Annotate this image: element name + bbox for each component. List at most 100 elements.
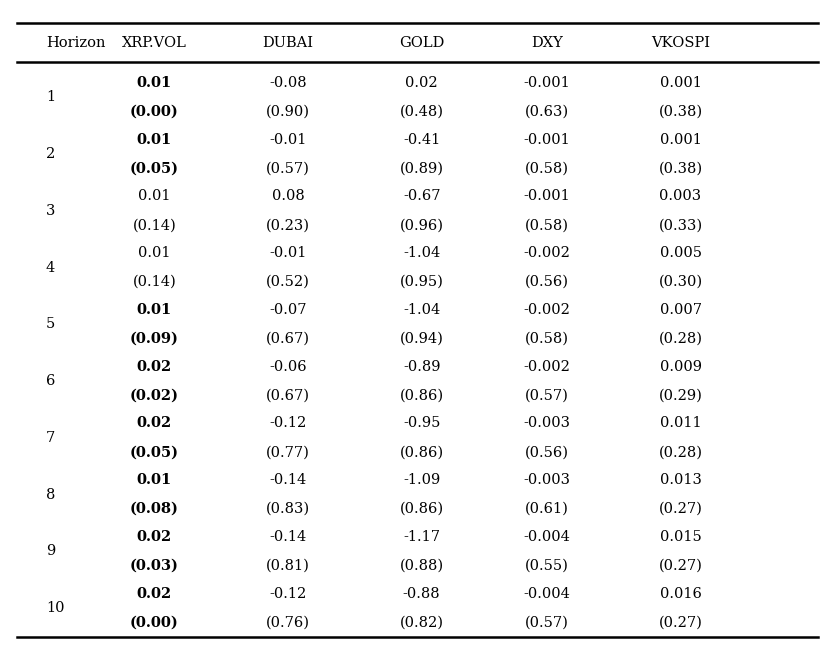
Text: (0.48): (0.48) (400, 105, 443, 119)
Text: VKOSPI: VKOSPI (651, 35, 710, 50)
Text: (0.63): (0.63) (525, 105, 569, 119)
Text: 0.01: 0.01 (139, 189, 170, 203)
Text: -0.003: -0.003 (524, 417, 570, 430)
Text: -0.01: -0.01 (270, 132, 306, 147)
Text: (0.96): (0.96) (400, 218, 443, 232)
Text: XRP.VOL: XRP.VOL (122, 35, 187, 50)
Text: -0.001: -0.001 (524, 132, 570, 147)
Text: -0.67: -0.67 (403, 189, 440, 203)
Text: (0.05): (0.05) (130, 161, 179, 176)
Text: 0.005: 0.005 (660, 246, 701, 260)
Text: 0.015: 0.015 (660, 530, 701, 544)
Text: 0.02: 0.02 (137, 360, 172, 374)
Text: (0.28): (0.28) (659, 445, 702, 459)
Text: (0.86): (0.86) (400, 388, 443, 403)
Text: (0.14): (0.14) (133, 275, 176, 289)
Text: 0.02: 0.02 (137, 417, 172, 430)
Text: 0.02: 0.02 (137, 587, 172, 601)
Text: (0.28): (0.28) (659, 331, 702, 346)
Text: (0.67): (0.67) (266, 388, 310, 403)
Text: -1.17: -1.17 (403, 530, 440, 544)
Text: -0.14: -0.14 (270, 530, 306, 544)
Text: -0.12: -0.12 (270, 417, 306, 430)
Text: (0.57): (0.57) (266, 161, 310, 176)
Text: (0.08): (0.08) (130, 502, 179, 516)
Text: -0.08: -0.08 (269, 76, 307, 90)
Text: -0.06: -0.06 (269, 360, 307, 374)
Text: 9: 9 (46, 544, 55, 559)
Text: 0.001: 0.001 (660, 132, 701, 147)
Text: (0.27): (0.27) (659, 502, 702, 516)
Text: (0.02): (0.02) (130, 388, 179, 403)
Text: (0.56): (0.56) (525, 445, 569, 459)
Text: 0.01: 0.01 (137, 132, 172, 147)
Text: 0.011: 0.011 (660, 417, 701, 430)
Text: (0.38): (0.38) (659, 105, 702, 119)
Text: 0.016: 0.016 (660, 587, 701, 601)
Text: 0.007: 0.007 (660, 303, 701, 317)
Text: (0.58): (0.58) (525, 331, 569, 346)
Text: (0.27): (0.27) (659, 616, 702, 629)
Text: (0.95): (0.95) (400, 275, 443, 289)
Text: (0.94): (0.94) (400, 331, 443, 346)
Text: 0.009: 0.009 (660, 360, 701, 374)
Text: 3: 3 (46, 204, 55, 217)
Text: DUBAI: DUBAI (262, 35, 314, 50)
Text: (0.00): (0.00) (130, 616, 179, 629)
Text: -1.04: -1.04 (403, 303, 440, 317)
Text: -0.14: -0.14 (270, 474, 306, 487)
Text: (0.82): (0.82) (400, 616, 443, 629)
Text: -0.95: -0.95 (403, 417, 440, 430)
Text: 6: 6 (46, 374, 55, 388)
Text: 0.01: 0.01 (139, 246, 170, 260)
Text: (0.57): (0.57) (525, 616, 569, 629)
Text: -1.04: -1.04 (403, 246, 440, 260)
Text: (0.86): (0.86) (400, 445, 443, 459)
Text: 0.08: 0.08 (271, 189, 305, 203)
Text: (0.27): (0.27) (659, 559, 702, 573)
Text: -0.001: -0.001 (524, 76, 570, 90)
Text: (0.55): (0.55) (525, 559, 569, 573)
Text: -0.004: -0.004 (524, 530, 570, 544)
Text: (0.05): (0.05) (130, 445, 179, 459)
Text: (0.23): (0.23) (266, 218, 310, 232)
Text: 8: 8 (46, 488, 55, 502)
Text: (0.14): (0.14) (133, 218, 176, 232)
Text: GOLD: GOLD (399, 35, 444, 50)
Text: (0.90): (0.90) (266, 105, 310, 119)
Text: 2: 2 (46, 147, 55, 161)
Text: (0.03): (0.03) (130, 559, 179, 573)
Text: (0.09): (0.09) (130, 331, 179, 346)
Text: (0.57): (0.57) (525, 388, 569, 403)
Text: 0.001: 0.001 (660, 76, 701, 90)
Text: -0.07: -0.07 (270, 303, 306, 317)
Text: 0.01: 0.01 (137, 474, 172, 487)
Text: -0.89: -0.89 (403, 360, 440, 374)
Text: (0.29): (0.29) (659, 388, 702, 403)
Text: -0.12: -0.12 (270, 587, 306, 601)
Text: 0.003: 0.003 (660, 189, 701, 203)
Text: 0.01: 0.01 (137, 303, 172, 317)
Text: (0.83): (0.83) (266, 502, 310, 516)
Text: -0.001: -0.001 (524, 189, 570, 203)
Text: 0.013: 0.013 (660, 474, 701, 487)
Text: (0.58): (0.58) (525, 218, 569, 232)
Text: -1.09: -1.09 (403, 474, 440, 487)
Text: (0.33): (0.33) (659, 218, 702, 232)
Text: (0.58): (0.58) (525, 161, 569, 176)
Text: -0.003: -0.003 (524, 474, 570, 487)
Text: (0.30): (0.30) (659, 275, 702, 289)
Text: 0.02: 0.02 (405, 76, 438, 90)
Text: -0.01: -0.01 (270, 246, 306, 260)
Text: 0.01: 0.01 (137, 76, 172, 90)
Text: DXY: DXY (531, 35, 563, 50)
Text: (0.56): (0.56) (525, 275, 569, 289)
Text: (0.81): (0.81) (266, 559, 310, 573)
Text: 10: 10 (46, 601, 64, 615)
Text: (0.89): (0.89) (400, 161, 443, 176)
Text: (0.67): (0.67) (266, 331, 310, 346)
Text: (0.38): (0.38) (659, 161, 702, 176)
Text: (0.76): (0.76) (266, 616, 310, 629)
Text: -0.002: -0.002 (524, 360, 570, 374)
Text: -0.004: -0.004 (524, 587, 570, 601)
